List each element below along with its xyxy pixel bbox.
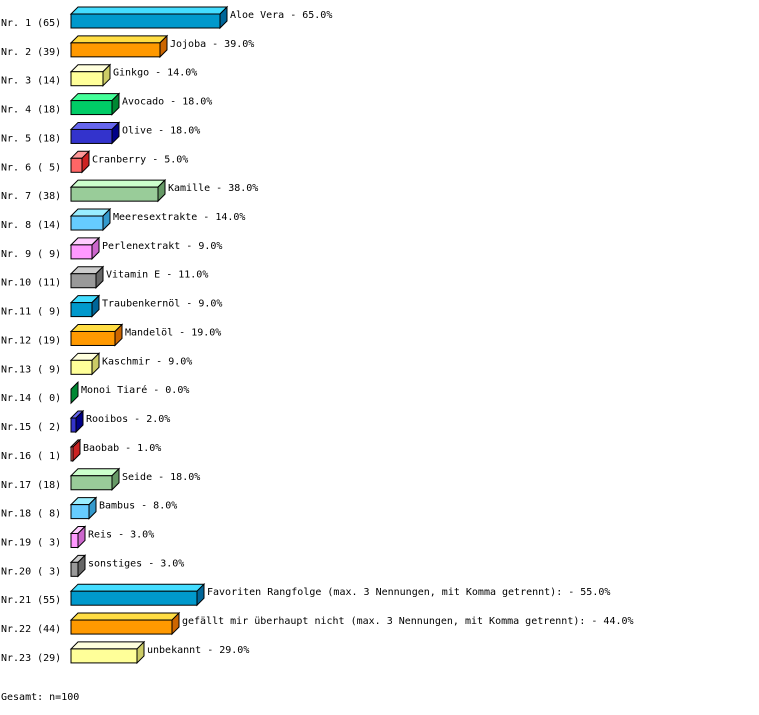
- total-label: Gesamt: n=100: [1, 692, 80, 703]
- row-rank-label: Nr. 7 (38): [1, 191, 61, 202]
- row-rank-label: Nr.10 (11): [1, 278, 61, 289]
- bar: [70, 532, 79, 548]
- bar-value-label: Reis - 3.0%: [88, 529, 154, 540]
- row-rank-label: Nr.19 ( 3): [1, 537, 61, 548]
- bar-top-face: [69, 6, 229, 15]
- row-rank-label: Nr.23 (29): [1, 653, 61, 664]
- bar: [70, 157, 83, 173]
- bar-value-label: Bambus - 8.0%: [99, 501, 177, 512]
- bar-value-label: Olive - 18.0%: [122, 125, 200, 136]
- bar: [70, 273, 97, 289]
- bar-value-label: Traubenkernöl - 9.0%: [102, 299, 222, 310]
- bar: [70, 446, 74, 462]
- bar-top-face: [69, 641, 146, 650]
- bar-value-label: Ginkgo - 14.0%: [113, 68, 197, 79]
- bar: [70, 619, 173, 635]
- bar-top-face: [69, 583, 206, 592]
- bar: [70, 244, 93, 260]
- bar-value-label: Aloe Vera - 65.0%: [230, 10, 332, 21]
- bar-top-face: [69, 323, 124, 332]
- bar-value-label: Perlenextrakt - 9.0%: [102, 241, 222, 252]
- bar: [70, 504, 90, 520]
- bar-top-face: [69, 93, 121, 102]
- row-rank-label: Nr.14 ( 0): [1, 393, 61, 404]
- bar-value-label: Kamille - 38.0%: [168, 183, 258, 194]
- bar: [70, 215, 104, 231]
- row-rank-label: Nr. 3 (14): [1, 76, 61, 87]
- bar-side-face: [72, 438, 81, 463]
- row-rank-label: Nr.18 ( 8): [1, 509, 61, 520]
- row-rank-label: Nr.11 ( 9): [1, 307, 61, 318]
- bar-value-label: Mandelöl - 19.0%: [125, 327, 221, 338]
- row-rank-label: Nr. 2 (39): [1, 47, 61, 58]
- row-rank-label: Nr. 6 ( 5): [1, 162, 61, 173]
- row-rank-label: Nr.20 ( 3): [1, 566, 61, 577]
- bar-value-label: Baobab - 1.0%: [83, 443, 161, 454]
- bar: [70, 302, 93, 318]
- row-rank-label: Nr. 1 (65): [1, 18, 61, 29]
- bar-value-label: Cranberry - 5.0%: [92, 154, 188, 165]
- bar-value-label: Monoi Tiaré - 0.0%: [81, 384, 189, 396]
- bar: [70, 42, 161, 58]
- row-rank-label: Nr.21 (55): [1, 595, 61, 606]
- bar-value-label: unbekannt - 29.0%: [147, 645, 249, 656]
- row-rank-label: Nr.13 ( 9): [1, 364, 61, 375]
- row-rank-label: Nr.16 ( 1): [1, 451, 61, 462]
- bar-value-label: Meeresextrakte - 14.0%: [113, 212, 245, 223]
- bar-value-label: sonstiges - 3.0%: [88, 558, 184, 569]
- row-rank-label: Nr. 5 (18): [1, 133, 61, 144]
- bar: [70, 648, 138, 664]
- bar-value-label: Jojoba - 39.0%: [170, 39, 254, 50]
- bar: [70, 475, 113, 491]
- row-rank-label: Nr.12 (19): [1, 335, 61, 346]
- bar-side-face: [70, 380, 79, 405]
- bar-value-label: Seide - 18.0%: [122, 472, 200, 483]
- row-rank-label: Nr.22 (44): [1, 624, 61, 635]
- bar: [70, 186, 159, 202]
- row-rank-label: Nr. 8 (14): [1, 220, 61, 231]
- bar-top-face: [69, 179, 167, 188]
- row-rank-label: Nr.15 ( 2): [1, 422, 61, 433]
- bar-value-label: Vitamin E - 11.0%: [106, 270, 208, 281]
- bar: [70, 359, 93, 375]
- bar-top-face: [69, 468, 121, 477]
- row-rank-label: Nr. 4 (18): [1, 105, 61, 116]
- bar-value-label: Favoriten Rangfolge (max. 3 Nennungen, m…: [207, 587, 610, 598]
- bar: [70, 561, 79, 577]
- bar: [70, 71, 104, 87]
- bar: [70, 590, 198, 606]
- bar: [70, 417, 77, 433]
- bar: [70, 100, 113, 116]
- bar-value-label: Avocado - 18.0%: [122, 97, 212, 108]
- bar-value-label: Kaschmir - 9.0%: [102, 356, 192, 367]
- bar-top-face: [69, 35, 169, 44]
- bar-top-face: [69, 612, 181, 621]
- bar-top-face: [69, 121, 121, 130]
- bar-value-label: Rooibos - 2.0%: [86, 414, 170, 425]
- bar: [70, 330, 116, 346]
- row-rank-label: Nr.17 (18): [1, 480, 61, 491]
- bar-value-label: gefällt mir überhaupt nicht (max. 3 Nenn…: [182, 616, 634, 627]
- bar: [70, 128, 113, 144]
- bar: [70, 13, 221, 29]
- row-rank-label: Nr. 9 ( 9): [1, 249, 61, 260]
